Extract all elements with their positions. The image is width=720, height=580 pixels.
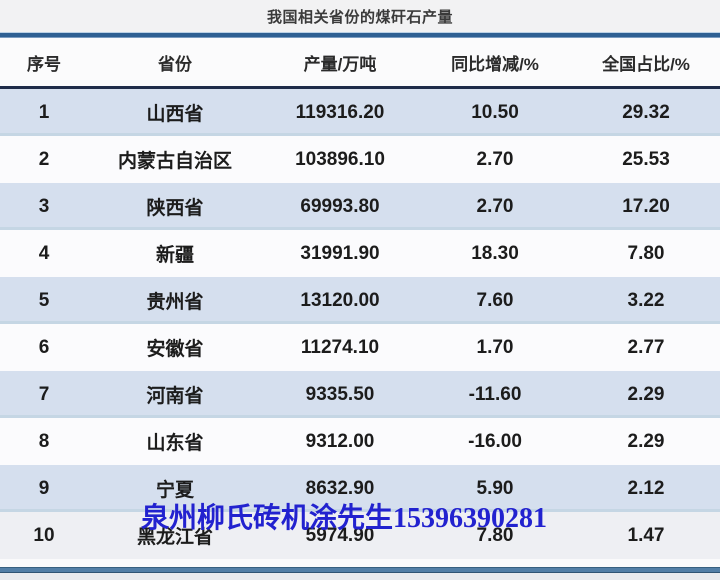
cell-share: 2.29 xyxy=(627,383,665,405)
column-header-share: 全国占比/% xyxy=(602,54,690,74)
cell-province: 内蒙古自治区 xyxy=(117,151,232,172)
cell-share: 17.20 xyxy=(622,195,670,217)
cell-share: 3.22 xyxy=(627,289,665,311)
table-row: 8 山东省 9312.00 -16.00 2.29 xyxy=(0,418,720,465)
table-row: 5 贵州省 13120.00 7.60 3.22 xyxy=(0,277,720,324)
cell-province: 黑龙江省 xyxy=(136,527,213,548)
column-header-yoy: 同比增减/% xyxy=(451,54,539,74)
table-row: 3 陕西省 69993.80 2.70 17.20 xyxy=(0,183,720,230)
cell-index: 8 xyxy=(38,430,50,452)
cell-production: 5974.90 xyxy=(305,524,375,546)
table-row: 7 河南省 9335.50 -11.60 2.29 xyxy=(0,371,720,418)
cell-share: 29.32 xyxy=(622,101,670,123)
cell-index: 6 xyxy=(38,336,50,358)
cell-index: 10 xyxy=(33,524,55,546)
cell-province: 新疆 xyxy=(155,245,194,266)
cell-province: 宁夏 xyxy=(155,480,194,501)
cell-index: 3 xyxy=(38,195,50,217)
cell-yoy: 10.50 xyxy=(471,101,519,123)
table-body: 1 山西省 119316.20 10.50 29.32 2 内蒙古自治区 103… xyxy=(0,89,720,559)
cell-production: 69993.80 xyxy=(300,195,380,217)
cell-province: 河南省 xyxy=(146,386,204,407)
cell-production: 119316.20 xyxy=(295,101,385,123)
cell-share: 1.47 xyxy=(627,524,665,546)
cell-index: 7 xyxy=(38,383,50,405)
cell-index: 5 xyxy=(38,289,50,311)
column-header-province: 省份 xyxy=(158,54,192,74)
cell-province: 山东省 xyxy=(146,433,204,454)
page-title: 我国相关省份的煤矸石产量 xyxy=(266,8,453,26)
cell-yoy: 5.90 xyxy=(476,477,514,499)
cell-province: 贵州省 xyxy=(146,292,204,313)
cell-production: 11274.10 xyxy=(300,336,380,358)
cell-yoy: -11.60 xyxy=(468,383,522,405)
cell-production: 31991.90 xyxy=(300,242,380,264)
cell-index: 2 xyxy=(38,148,50,170)
cell-index: 9 xyxy=(38,477,50,499)
cell-production: 9312.00 xyxy=(305,430,375,452)
cell-production: 103896.10 xyxy=(295,148,385,170)
table-row: 6 安徽省 11274.10 1.70 2.77 xyxy=(0,324,720,371)
footer-strip xyxy=(0,573,720,580)
table-row: 9 宁夏 8632.90 5.90 2.12 xyxy=(0,465,720,512)
cell-share: 2.12 xyxy=(627,477,665,499)
cell-share: 2.29 xyxy=(627,430,665,452)
table-bottom-divider xyxy=(0,567,720,573)
title-divider xyxy=(0,32,720,38)
cell-production: 13120.00 xyxy=(300,289,380,311)
cell-index: 4 xyxy=(38,242,50,264)
cell-production: 9335.50 xyxy=(305,383,375,405)
table-row: 10 黑龙江省 5974.90 7.80 1.47 xyxy=(0,512,720,559)
cell-production: 8632.90 xyxy=(305,477,375,499)
table-row: 2 内蒙古自治区 103896.10 2.70 25.53 xyxy=(0,136,720,183)
title-band: 我国相关省份的煤矸石产量 xyxy=(0,0,720,32)
cell-share: 2.77 xyxy=(627,336,665,358)
cell-yoy: -16.00 xyxy=(468,430,522,452)
column-header-production: 产量/万吨 xyxy=(303,54,377,74)
table-row: 4 新疆 31991.90 18.30 7.80 xyxy=(0,230,720,277)
cell-yoy: 18.30 xyxy=(471,242,519,264)
cell-share: 7.80 xyxy=(627,242,665,264)
column-header-index: 序号 xyxy=(27,54,61,74)
cell-yoy: 2.70 xyxy=(476,195,514,217)
table-row: 1 山西省 119316.20 10.50 29.32 xyxy=(0,89,720,136)
cell-province: 山西省 xyxy=(146,104,204,125)
table-bottom-gap xyxy=(0,559,720,567)
table-header-row: 序号 省份 产量/万吨 同比增减/% 全国占比/% xyxy=(0,38,720,89)
cell-yoy: 7.80 xyxy=(476,524,514,546)
cell-province: 陕西省 xyxy=(146,198,204,219)
cell-index: 1 xyxy=(38,101,50,123)
cell-yoy: 7.60 xyxy=(476,289,514,311)
cell-share: 25.53 xyxy=(622,148,670,170)
cell-yoy: 1.70 xyxy=(476,336,514,358)
cell-province: 安徽省 xyxy=(146,339,204,360)
cell-yoy: 2.70 xyxy=(476,148,514,170)
